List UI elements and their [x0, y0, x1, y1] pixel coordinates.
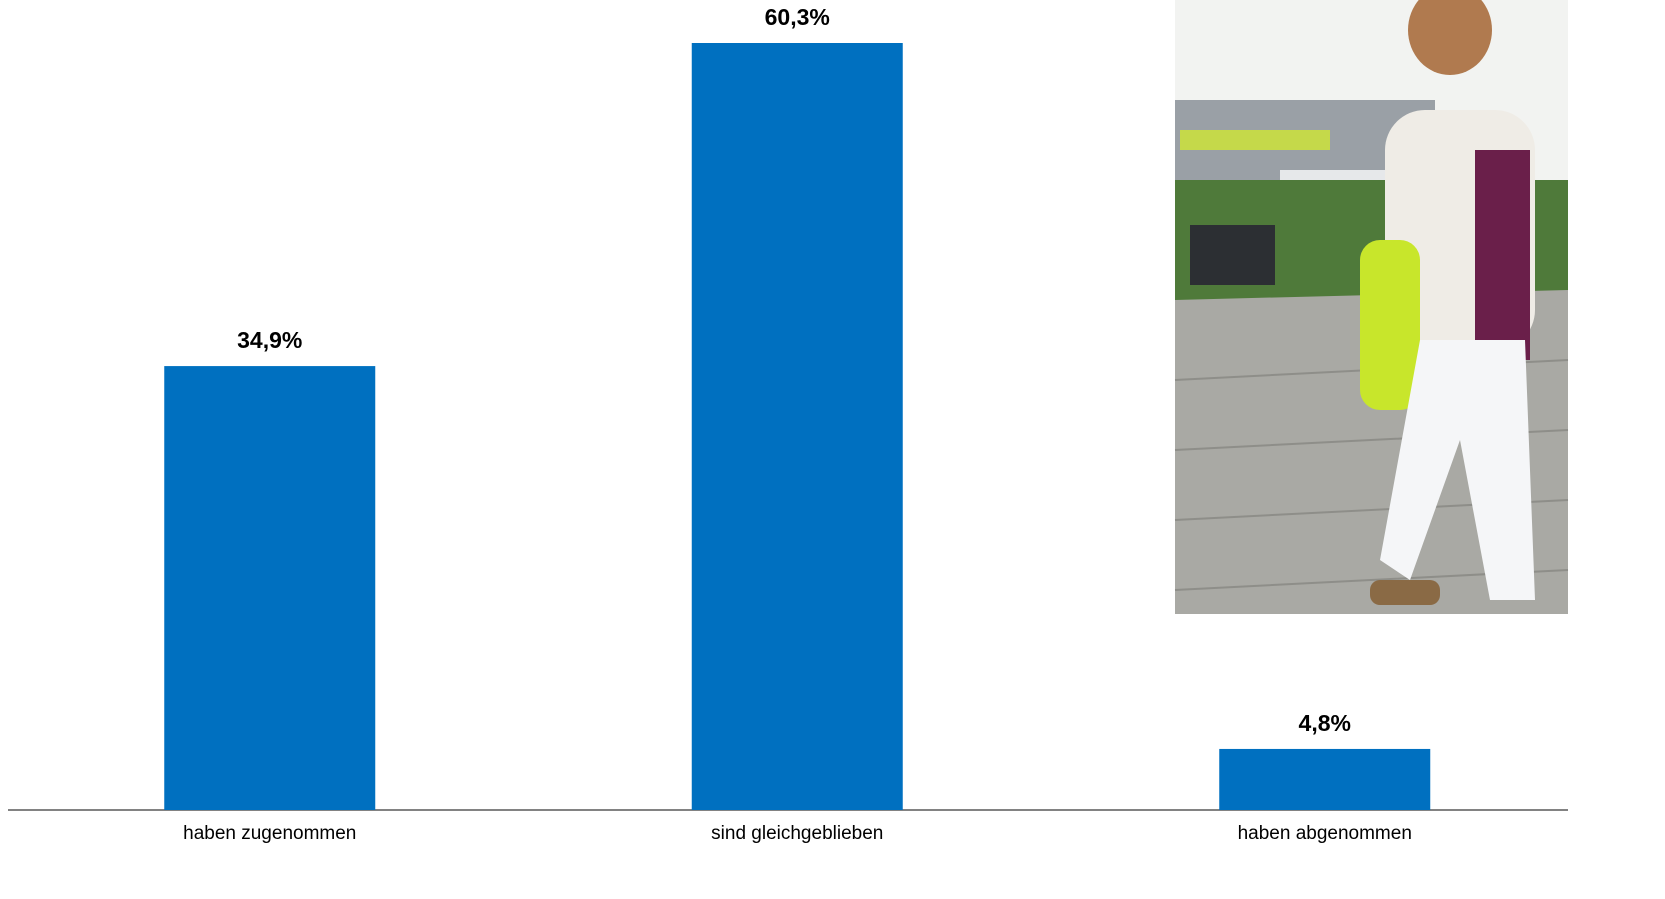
bar: [1219, 748, 1431, 810]
value-label: 4,8%: [1299, 710, 1351, 736]
bar: [164, 366, 376, 810]
value-label: 34,9%: [237, 327, 302, 353]
x-tick-label: haben abgenommen: [1238, 823, 1412, 844]
bar: [691, 43, 903, 810]
x-tick-label: sind gleichgeblieben: [711, 823, 883, 844]
x-tick-label: haben zugenommen: [183, 823, 356, 844]
value-label: 60,3%: [765, 4, 830, 30]
photo: [1174, 0, 1569, 614]
